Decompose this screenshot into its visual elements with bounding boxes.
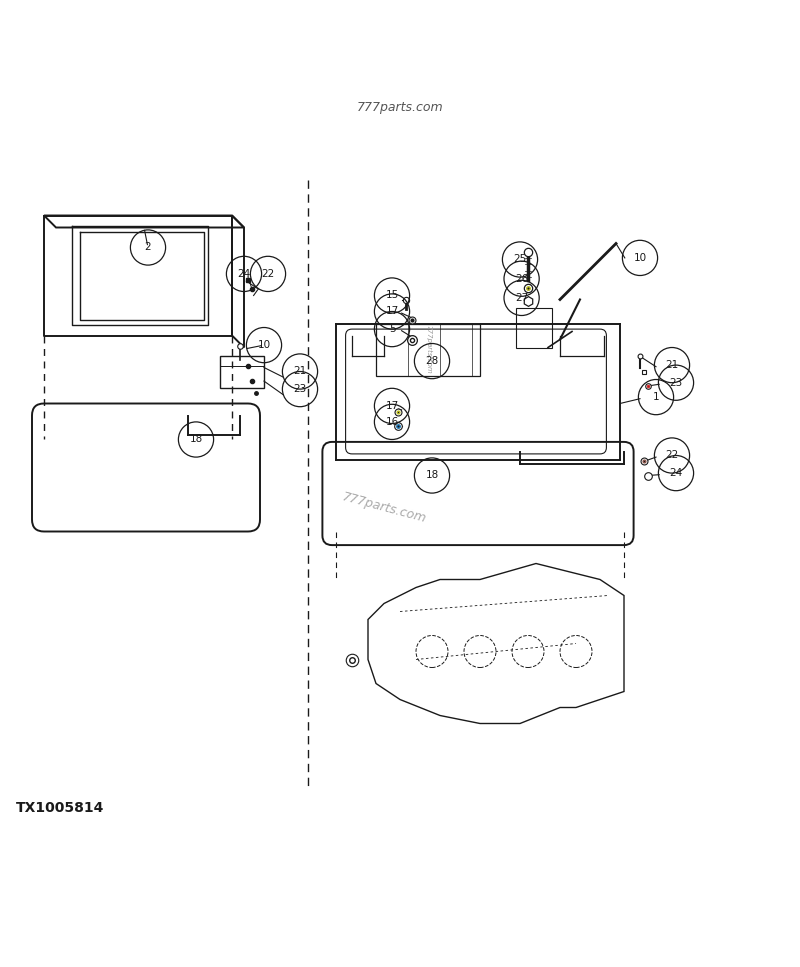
Text: 10: 10 — [258, 340, 270, 350]
Text: 17: 17 — [386, 307, 398, 316]
Text: 25: 25 — [514, 254, 526, 265]
Text: 17: 17 — [386, 401, 398, 411]
Text: 777parts.com: 777parts.com — [357, 102, 443, 114]
Text: 16: 16 — [386, 417, 398, 426]
Text: 10: 10 — [634, 253, 646, 263]
Text: 777parts.com: 777parts.com — [341, 490, 427, 525]
Text: 18: 18 — [190, 434, 202, 445]
Text: 21: 21 — [666, 360, 678, 370]
Text: TX1005814: TX1005814 — [16, 802, 104, 815]
Text: 23: 23 — [670, 378, 682, 388]
Text: 15: 15 — [386, 290, 398, 301]
Text: 22: 22 — [262, 269, 274, 278]
Text: 27: 27 — [515, 293, 528, 303]
Text: 24: 24 — [238, 269, 250, 278]
Text: 26: 26 — [515, 274, 528, 283]
Text: 21: 21 — [294, 366, 306, 376]
Text: 24: 24 — [670, 468, 682, 478]
Text: 22: 22 — [666, 451, 678, 460]
Text: 5: 5 — [389, 324, 395, 335]
Text: 28: 28 — [426, 356, 438, 366]
Text: 23: 23 — [294, 384, 306, 395]
Text: 777parts.com: 777parts.com — [425, 325, 431, 373]
Text: 2: 2 — [145, 243, 151, 252]
Text: 1: 1 — [653, 392, 659, 402]
Text: 18: 18 — [426, 471, 438, 481]
